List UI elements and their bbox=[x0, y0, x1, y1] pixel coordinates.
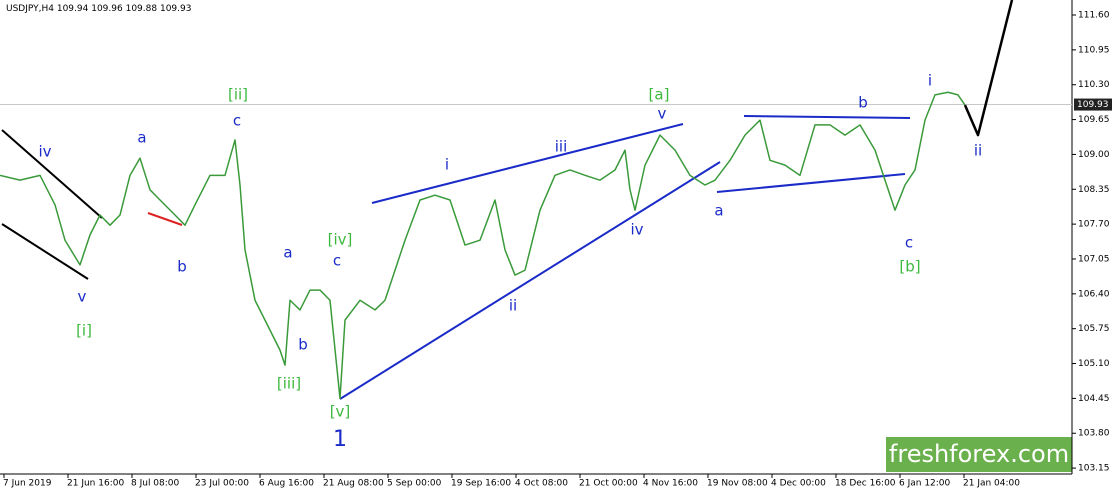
wave-label: [b] bbox=[899, 258, 920, 276]
wave-label: iii bbox=[555, 138, 568, 156]
wave-label: [i] bbox=[76, 322, 92, 340]
trend-line bbox=[339, 161, 721, 400]
y-tick-label: 111.60 bbox=[1078, 11, 1110, 21]
x-tick-label: 6 Jan 12:00 bbox=[899, 479, 951, 489]
y-tick-label: 108.35 bbox=[1078, 185, 1110, 195]
y-tick-label: 103.80 bbox=[1078, 429, 1110, 439]
x-tick-label: 6 Aug 16:00 bbox=[259, 479, 314, 489]
wave-label: [iv] bbox=[328, 231, 353, 249]
wave-label: iv bbox=[630, 221, 643, 239]
x-tick-label: 8 Jul 08:00 bbox=[131, 479, 180, 489]
wave-label: c bbox=[233, 112, 241, 130]
red-line bbox=[147, 212, 183, 226]
x-tick-label: 21 Aug 08:00 bbox=[323, 479, 384, 489]
price-line-series bbox=[0, 91, 966, 400]
price-label: 109.93 bbox=[1077, 100, 1109, 110]
symbol: USDJPY,H4 109.94 109.96 109.88 109.93 bbox=[6, 4, 191, 14]
trend-line bbox=[371, 123, 684, 204]
y-tick-label: 109.00 bbox=[1078, 150, 1110, 160]
y-tick-label: 105.75 bbox=[1078, 324, 1110, 334]
high: 109.96 bbox=[91, 4, 123, 14]
y-tick-label: 104.45 bbox=[1078, 394, 1110, 404]
projection-line bbox=[963, 0, 1014, 137]
x-tick-label: 19 Nov 08:00 bbox=[707, 479, 768, 489]
wave-label: b bbox=[298, 336, 308, 354]
y-tick-label: 103.15 bbox=[1078, 464, 1110, 474]
watermark: freshforex.com bbox=[889, 440, 1069, 468]
wave-label: iv bbox=[38, 143, 51, 161]
x-tick-label: 21 Oct 00:00 bbox=[579, 479, 638, 489]
wave-label: [iii] bbox=[277, 375, 301, 393]
x-tick-label: 7 Jun 2019 bbox=[3, 479, 52, 489]
wave-label: i bbox=[928, 72, 932, 90]
y-tick-label: 110.30 bbox=[1078, 80, 1110, 90]
wave-label: b bbox=[858, 94, 868, 112]
wave-label: a bbox=[283, 244, 292, 262]
x-tick-label: 18 Dec 16:00 bbox=[835, 479, 896, 489]
x-tick-label: 23 Jul 00:00 bbox=[195, 479, 249, 489]
channel-line bbox=[1, 223, 89, 280]
wave-label: ii bbox=[509, 297, 517, 315]
x-tick-label: 4 Oct 08:00 bbox=[515, 479, 568, 489]
wave-label: a bbox=[714, 202, 723, 220]
wave-label: ii bbox=[974, 142, 982, 160]
price-box bbox=[1074, 98, 1112, 111]
wave-label: 1 bbox=[333, 427, 347, 452]
y-tick-label: 110.95 bbox=[1078, 45, 1110, 55]
wave-label: [v] bbox=[330, 403, 351, 421]
y-tick-label: 105.10 bbox=[1078, 359, 1110, 369]
trend-lines bbox=[1, 115, 911, 400]
wave-label: i bbox=[445, 156, 449, 174]
x-tick-label: 4 Nov 16:00 bbox=[643, 479, 698, 489]
wave-label: [a] bbox=[649, 86, 670, 104]
y-tick-label: 107.05 bbox=[1078, 254, 1110, 264]
watermark-box bbox=[886, 437, 1072, 472]
channel-line bbox=[1, 129, 103, 219]
wave-label: [ii] bbox=[228, 86, 248, 104]
close: 109.93 bbox=[160, 4, 192, 14]
trend-line bbox=[716, 173, 906, 193]
y-tick-label: 109.65 bbox=[1078, 115, 1110, 125]
wave-label: v bbox=[658, 105, 667, 123]
wave-label: b bbox=[177, 258, 187, 276]
wave-label: c bbox=[333, 252, 341, 270]
wave-label: a bbox=[137, 129, 146, 147]
symbol-name: USDJPY,H4 bbox=[6, 4, 54, 14]
x-tick-label: 21 Jun 16:00 bbox=[67, 479, 124, 489]
open: 109.94 bbox=[57, 4, 89, 14]
x-tick-label: 4 Dec 00:00 bbox=[771, 479, 826, 489]
x-tick-label: 21 Jan 04:00 bbox=[963, 479, 1020, 489]
y-tick-label: 106.40 bbox=[1078, 289, 1110, 299]
low: 109.88 bbox=[126, 4, 158, 14]
y-tick-label: 107.70 bbox=[1078, 220, 1110, 230]
wave-label: c bbox=[905, 234, 913, 252]
x-tick-label: 5 Sep 00:00 bbox=[387, 479, 442, 489]
wave-label: v bbox=[78, 288, 87, 306]
x-tick-label: 19 Sep 16:00 bbox=[451, 479, 511, 489]
trend-line bbox=[743, 115, 911, 119]
